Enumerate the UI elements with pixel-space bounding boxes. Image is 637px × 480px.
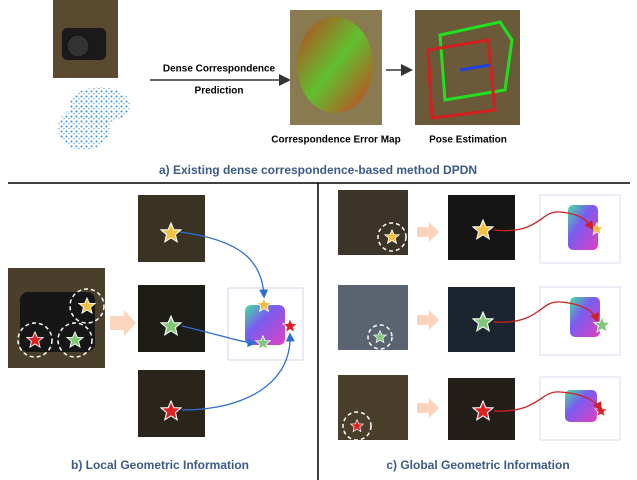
circle	[377, 222, 407, 252]
caption: b) Local Geometric Information	[71, 458, 249, 472]
bbox	[227, 287, 304, 361]
pose-axis	[459, 63, 491, 72]
object-cloud	[565, 390, 597, 422]
arrow	[417, 310, 439, 330]
circle	[367, 324, 393, 350]
arrow-label: Prediction	[195, 86, 244, 97]
label: Pose Estimation	[429, 135, 507, 146]
object-cloud	[570, 297, 600, 337]
link	[181, 325, 257, 348]
link	[493, 391, 602, 412]
photo	[338, 285, 408, 350]
link	[493, 301, 599, 323]
photo	[338, 190, 408, 255]
link	[179, 231, 269, 299]
error-overlay	[297, 17, 373, 113]
link	[181, 332, 295, 411]
section-c: c) Global Geometric Information	[338, 190, 621, 472]
link	[493, 211, 594, 232]
pose-box	[426, 38, 497, 120]
pose-box	[438, 20, 514, 102]
point-cloud	[58, 106, 110, 150]
photo	[338, 375, 408, 440]
bbox	[539, 194, 621, 264]
object-cloud	[245, 305, 285, 345]
section-a: Dense Correspondence Prediction Correspo…	[53, 0, 520, 177]
arrow-label: Dense Correspondence	[163, 64, 276, 75]
caption: c) Global Geometric Information	[386, 458, 569, 472]
arrow	[110, 310, 136, 336]
caption: a) Existing dense correspondence-based m…	[159, 163, 477, 177]
bbox	[539, 286, 621, 356]
circle	[69, 288, 105, 324]
circle	[57, 322, 93, 358]
lens	[66, 34, 90, 58]
circle	[17, 322, 53, 358]
object-cloud	[568, 205, 598, 250]
section-b: b) Local Geometric Information	[8, 195, 304, 472]
label: Correspondence Error Map	[271, 135, 400, 146]
arrow	[417, 222, 439, 242]
arrow	[417, 398, 439, 418]
circle	[342, 411, 372, 441]
bbox	[539, 376, 621, 441]
